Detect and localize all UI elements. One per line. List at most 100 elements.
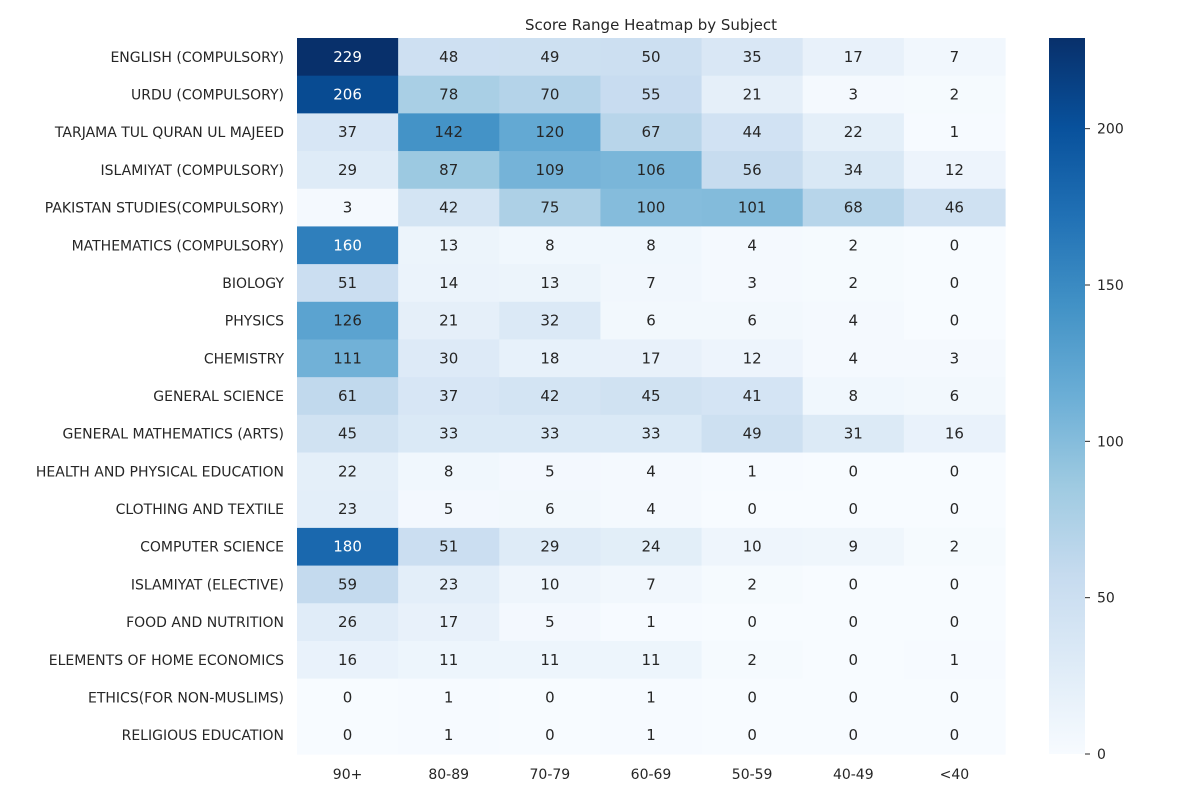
heatmap-cell-r4-c2 — [499, 188, 602, 228]
cell-value-label: 13 — [540, 274, 559, 292]
cell-value-label: 7 — [950, 48, 960, 66]
heatmap-cell-r5-c2 — [499, 226, 602, 265]
cell-value-label: 3 — [343, 199, 353, 217]
colorbar-tick-label: 100 — [1097, 434, 1124, 450]
heatmap-cell-r14-c0 — [297, 565, 399, 604]
heatmap-cell-r12-c2 — [499, 490, 602, 529]
cell-value-label: 0 — [950, 312, 960, 330]
cell-value-label: 33 — [540, 425, 559, 443]
heatmap-cell-r15-c6 — [903, 603, 1006, 642]
row-label-ethics-for-non-muslims: ETHICS(FOR NON-MUSLIMS) — [88, 690, 284, 706]
cell-value-label: 229 — [333, 48, 362, 66]
column-labels: 90+ 80-89 70-79 60-69 50-59 40-49 <40 — [333, 767, 969, 783]
cell-value-label: 9 — [849, 538, 859, 556]
heatmap-cell-r18-c4 — [701, 716, 804, 755]
heatmap-cell-r5-c0 — [297, 226, 399, 265]
cell-value-label: 10 — [540, 575, 559, 593]
heatmap-cell-r9-c1 — [398, 377, 500, 416]
heatmap-cell-r1-c5 — [802, 75, 905, 114]
heatmap-cell-r7-c0 — [297, 301, 399, 341]
heatmap-cell-r2-c4 — [701, 113, 804, 152]
heatmap-cell-r11-c5 — [802, 452, 905, 491]
heatmap-cell-r3-c5 — [802, 151, 905, 190]
heatmap-cell-r11-c4 — [701, 452, 804, 491]
heatmap-cell-r11-c0 — [297, 452, 399, 491]
cell-value-label: 56 — [743, 161, 762, 179]
heatmap-cell-r18-c2 — [499, 716, 602, 755]
cell-value-label: 8 — [849, 387, 859, 405]
heatmap-cell-r10-c2 — [499, 414, 602, 454]
cell-value-label: 0 — [545, 688, 555, 706]
column-label-90: 90+ — [333, 767, 363, 783]
cell-value-label: 6 — [646, 312, 656, 330]
row-label-english-compulsory: ENGLISH (COMPULSORY) — [110, 50, 284, 66]
heatmap-cell-r9-c4 — [701, 377, 804, 416]
cell-value-label: 8 — [444, 462, 454, 480]
cell-value-label: 16 — [338, 651, 357, 669]
colorbar: 0 50 100 150 200 — [1049, 38, 1124, 763]
cell-value-label: 13 — [439, 236, 458, 254]
column-label-40: <40 — [940, 767, 970, 783]
cell-value-label: 0 — [950, 274, 960, 292]
cell-value-label: 45 — [641, 387, 660, 405]
cell-value-label: 26 — [338, 613, 357, 631]
heatmap-cell-r16-c6 — [903, 640, 1006, 680]
cell-value-label: 16 — [945, 425, 964, 443]
cell-value-label: 24 — [641, 538, 660, 556]
cell-value-label: 111 — [333, 349, 362, 367]
cell-value-label: 0 — [545, 726, 555, 744]
cell-value-label: 46 — [945, 199, 964, 217]
cell-value-label: 48 — [439, 48, 458, 66]
cell-value-label: 23 — [338, 500, 357, 518]
column-label-40-49: 40-49 — [833, 767, 874, 783]
cell-value-label: 8 — [545, 236, 555, 254]
cell-value-label: 6 — [950, 387, 960, 405]
heatmap-cell-r14-c6 — [903, 565, 1006, 604]
cell-value-label: 0 — [747, 726, 757, 744]
cell-value-label: 12 — [743, 349, 762, 367]
heatmap-cell-r12-c0 — [297, 490, 399, 529]
cell-value-label: 6 — [545, 500, 555, 518]
heatmap-cell-r3-c6 — [903, 151, 1006, 190]
cell-value-label: 51 — [439, 538, 458, 556]
heatmap-cell-r1-c0 — [297, 75, 399, 114]
row-label-food-and-nutrition: FOOD AND NUTRITION — [126, 615, 284, 631]
cell-value-label: 0 — [747, 688, 757, 706]
cell-value-label: 0 — [849, 575, 859, 593]
column-label-50-59: 50-59 — [732, 767, 773, 783]
heatmap-cell-r7-c4 — [701, 301, 804, 341]
cell-value-label: 0 — [343, 726, 353, 744]
cell-value-label: 59 — [338, 575, 357, 593]
heatmap-cell-r3-c3 — [600, 151, 703, 190]
row-label-general-mathematics-arts: GENERAL MATHEMATICS (ARTS) — [62, 427, 284, 443]
cell-value-label: 22 — [338, 462, 357, 480]
row-label-mathematics-compulsory: MATHEMATICS (COMPULSORY) — [72, 238, 284, 254]
colorbar-tick-label: 0 — [1097, 747, 1106, 763]
heatmap-cell-r16-c5 — [802, 640, 905, 680]
cell-value-label: 29 — [338, 161, 357, 179]
heatmap-cell-r5-c1 — [398, 226, 500, 265]
heatmap-cell-r0-c6 — [903, 38, 1006, 77]
cell-value-label: 42 — [540, 387, 559, 405]
heatmap-cell-r6-c4 — [701, 264, 804, 303]
heatmap-cell-r5-c6 — [903, 226, 1006, 265]
heatmap-cell-r15-c0 — [297, 603, 399, 642]
cell-value-label: 0 — [849, 688, 859, 706]
heatmap-cell-r13-c4 — [701, 527, 804, 567]
heatmap-cell-r7-c6 — [903, 301, 1006, 341]
cell-value-label: 4 — [747, 236, 757, 254]
heatmap-cell-r9-c3 — [600, 377, 703, 416]
cell-value-label: 37 — [439, 387, 458, 405]
cell-value-label: 6 — [747, 312, 757, 330]
heatmap-cell-r13-c6 — [903, 527, 1006, 567]
heatmap-cell-r18-c6 — [903, 716, 1006, 755]
heatmap-cell-r8-c5 — [802, 339, 905, 378]
heatmap-cell-r13-c0 — [297, 527, 399, 567]
heatmap-cell-r15-c1 — [398, 603, 500, 642]
cell-value-label: 1 — [950, 651, 960, 669]
heatmap-cell-r13-c3 — [600, 527, 703, 567]
heatmap-cell-r14-c5 — [802, 565, 905, 604]
row-label-elements-of-home-economics: ELEMENTS OF HOME ECONOMICS — [49, 653, 284, 669]
heatmap-cell-r8-c3 — [600, 339, 703, 378]
cell-value-label: 0 — [950, 575, 960, 593]
